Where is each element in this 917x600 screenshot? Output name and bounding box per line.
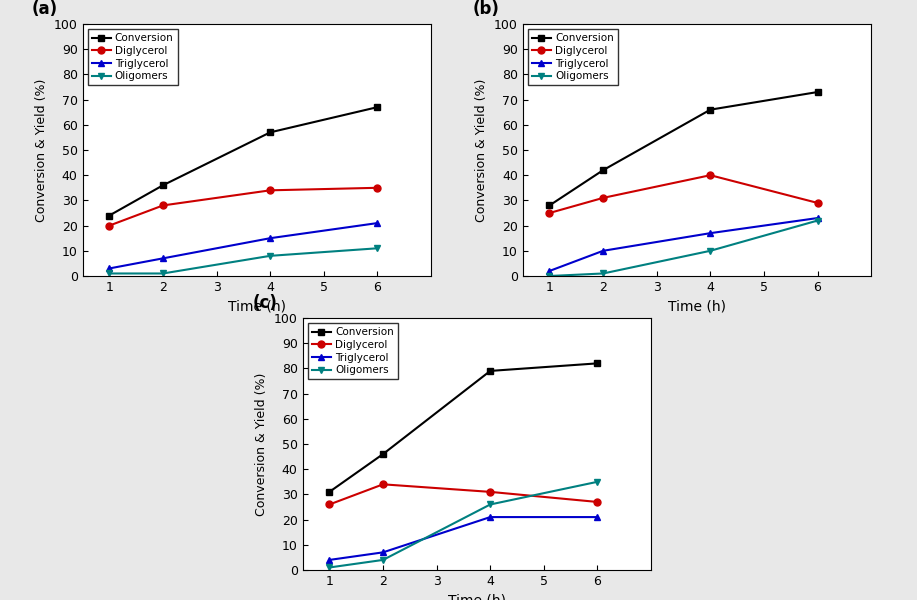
Conversion — [265, 129, 276, 136]
Triglycerol — [265, 235, 276, 242]
Y-axis label: Conversion & Yield (%): Conversion & Yield (%) — [475, 79, 489, 221]
X-axis label: Time (h): Time (h) — [227, 299, 286, 313]
Line: Diglycerol: Diglycerol — [546, 172, 821, 217]
Diglycerol — [592, 499, 603, 506]
Diglycerol — [705, 172, 716, 179]
Line: Oligomers: Oligomers — [105, 245, 381, 277]
Line: Triglycerol: Triglycerol — [546, 215, 821, 274]
Oligomers — [812, 217, 823, 224]
Triglycerol — [372, 220, 383, 227]
Triglycerol — [592, 514, 603, 521]
Triglycerol — [598, 247, 609, 254]
Line: Triglycerol: Triglycerol — [105, 220, 381, 272]
Oligomers — [324, 564, 335, 571]
Oligomers — [592, 478, 603, 485]
Diglycerol — [598, 194, 609, 202]
Legend: Conversion, Diglycerol, Triglycerol, Oligomers: Conversion, Diglycerol, Triglycerol, Oli… — [528, 29, 618, 85]
Conversion — [705, 106, 716, 113]
Oligomers — [372, 245, 383, 252]
Conversion — [812, 88, 823, 95]
Oligomers — [104, 270, 115, 277]
Conversion — [324, 488, 335, 496]
Text: (b): (b) — [472, 0, 499, 18]
Oligomers — [158, 270, 169, 277]
Y-axis label: Conversion & Yield (%): Conversion & Yield (%) — [255, 373, 269, 515]
Text: (a): (a) — [32, 0, 58, 18]
Diglycerol — [544, 209, 555, 217]
Triglycerol — [104, 265, 115, 272]
Oligomers — [544, 272, 555, 280]
X-axis label: Time (h): Time (h) — [447, 593, 506, 600]
Oligomers — [378, 556, 389, 563]
Conversion — [592, 360, 603, 367]
Conversion — [544, 202, 555, 209]
Triglycerol — [544, 268, 555, 275]
Triglycerol — [485, 514, 496, 521]
Triglycerol — [158, 255, 169, 262]
Conversion — [485, 367, 496, 374]
Triglycerol — [812, 214, 823, 221]
Y-axis label: Conversion & Yield (%): Conversion & Yield (%) — [35, 79, 49, 221]
Oligomers — [705, 247, 716, 254]
Conversion — [372, 104, 383, 111]
Conversion — [158, 182, 169, 189]
Line: Diglycerol: Diglycerol — [105, 184, 381, 229]
Oligomers — [598, 270, 609, 277]
Conversion — [104, 212, 115, 219]
Diglycerol — [378, 481, 389, 488]
Diglycerol — [485, 488, 496, 496]
X-axis label: Time (h): Time (h) — [668, 299, 726, 313]
Triglycerol — [378, 549, 389, 556]
Triglycerol — [705, 230, 716, 237]
Diglycerol — [158, 202, 169, 209]
Diglycerol — [372, 184, 383, 191]
Line: Conversion: Conversion — [546, 89, 821, 209]
Line: Diglycerol: Diglycerol — [326, 481, 601, 508]
Line: Triglycerol: Triglycerol — [326, 514, 601, 563]
Line: Oligomers: Oligomers — [546, 217, 821, 280]
Diglycerol — [324, 501, 335, 508]
Line: Conversion: Conversion — [326, 360, 601, 496]
Text: (c): (c) — [252, 294, 277, 312]
Conversion — [378, 451, 389, 458]
Oligomers — [265, 252, 276, 259]
Line: Oligomers: Oligomers — [326, 478, 601, 571]
Diglycerol — [265, 187, 276, 194]
Line: Conversion: Conversion — [105, 104, 381, 219]
Triglycerol — [324, 556, 335, 563]
Conversion — [598, 167, 609, 174]
Diglycerol — [812, 199, 823, 206]
Legend: Conversion, Diglycerol, Triglycerol, Oligomers: Conversion, Diglycerol, Triglycerol, Oli… — [88, 29, 178, 85]
Diglycerol — [104, 222, 115, 229]
Legend: Conversion, Diglycerol, Triglycerol, Oligomers: Conversion, Diglycerol, Triglycerol, Oli… — [308, 323, 398, 379]
Oligomers — [485, 501, 496, 508]
